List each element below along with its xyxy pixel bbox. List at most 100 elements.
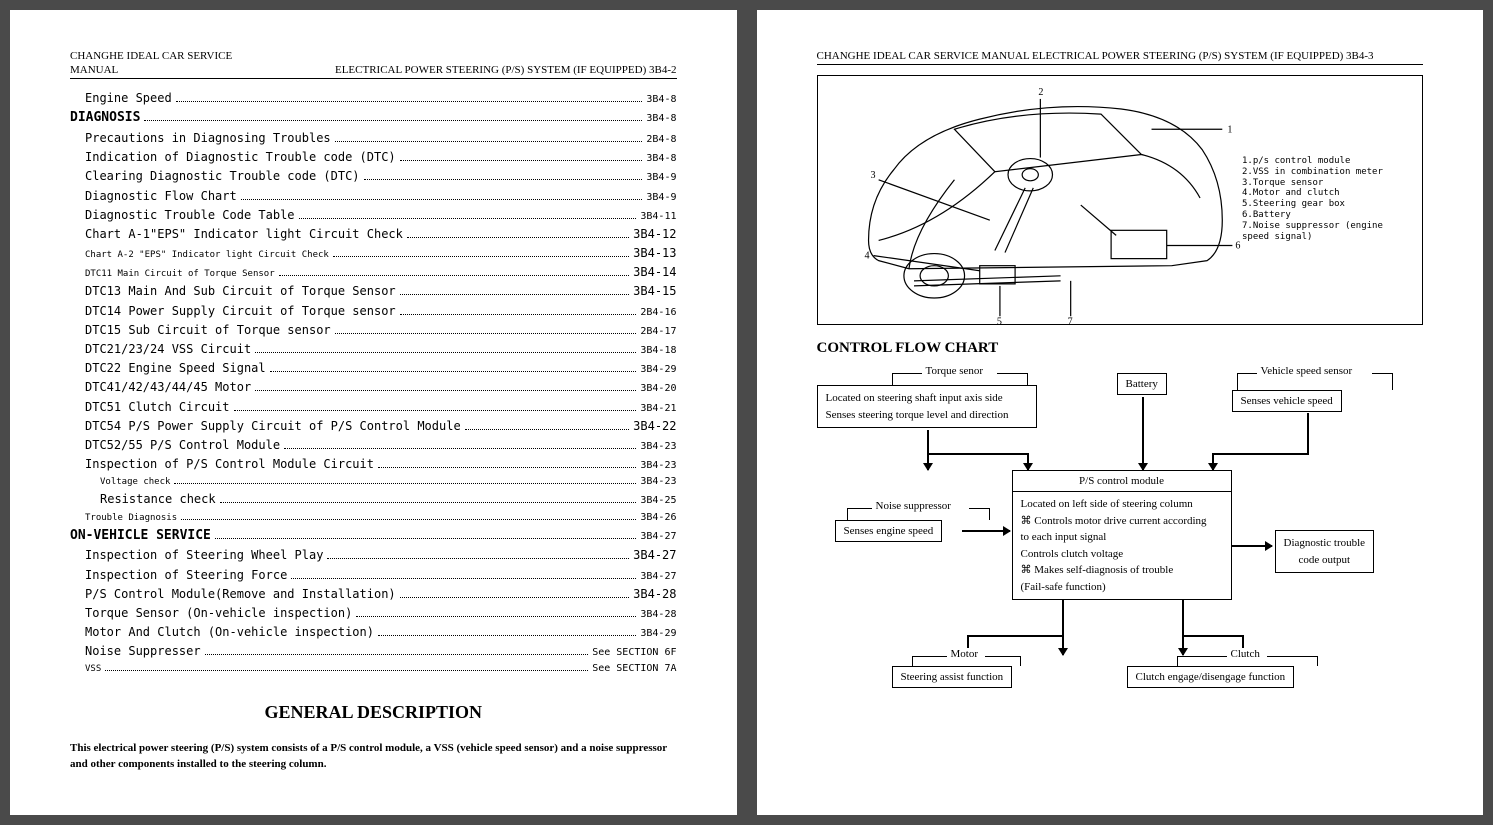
clutch-label: Clutch bbox=[1227, 648, 1264, 660]
toc-entry: DTC54 P/S Power Supply Circuit of P/S Co… bbox=[70, 417, 677, 436]
svg-text:6: 6 bbox=[1235, 241, 1240, 252]
vss-box: Senses vehicle speed bbox=[1232, 390, 1342, 412]
car-diagram: 1 2 3 4 5 6 7 1.p/s control module2.VSS … bbox=[817, 75, 1424, 325]
svg-text:3: 3 bbox=[870, 170, 875, 181]
table-of-contents: Engine Speed3B4-8DIAGNOSIS3B4-8Precautio… bbox=[70, 89, 677, 677]
toc-label: Torque Sensor (On-vehicle inspection) bbox=[85, 604, 352, 623]
toc-page-ref: 3B4-15 bbox=[633, 282, 676, 301]
dtc-output-box: Diagnostic troublecode output bbox=[1275, 530, 1375, 573]
svg-text:2: 2 bbox=[1038, 87, 1043, 98]
toc-page-ref: 3B4-26 bbox=[640, 510, 676, 526]
toc-label: DTC11 Main Circuit of Torque Sensor bbox=[85, 267, 275, 281]
toc-label: Clearing Diagnostic Trouble code (DTC) bbox=[85, 167, 360, 186]
toc-label: Indication of Diagnostic Trouble code (D… bbox=[85, 148, 396, 167]
noise-suppressor-label: Noise suppressor bbox=[872, 500, 955, 512]
toc-entry: DTC15 Sub Circuit of Torque sensor2B4-17 bbox=[70, 321, 677, 340]
toc-label: Inspection of Steering Wheel Play bbox=[85, 546, 323, 565]
toc-page-ref: 3B4-29 bbox=[640, 362, 676, 378]
toc-page-ref: 3B4-9 bbox=[646, 170, 676, 186]
svg-text:4: 4 bbox=[864, 251, 869, 262]
toc-entry: ON-VEHICLE SERVICE 3B4-27 bbox=[70, 526, 677, 547]
toc-label: DTC54 P/S Power Supply Circuit of P/S Co… bbox=[85, 417, 461, 436]
toc-page-ref: 2B4-8 bbox=[646, 132, 676, 148]
toc-entry: Motor And Clutch (On-vehicle inspection)… bbox=[70, 623, 677, 642]
toc-entry: DTC11 Main Circuit of Torque Sensor3B4-1… bbox=[70, 263, 677, 282]
page-right: CHANGHE IDEAL CAR SERVICE MANUAL ELECTRI… bbox=[757, 10, 1484, 815]
svg-text:1: 1 bbox=[1227, 124, 1232, 135]
toc-page-ref: 3B4-21 bbox=[640, 401, 676, 417]
toc-label: Diagnostic Trouble Code Table bbox=[85, 206, 295, 225]
torque-sensor-label: Torque senor bbox=[922, 365, 988, 377]
legend-item: 4.Motor and clutch bbox=[1242, 188, 1412, 199]
toc-label: ON-VEHICLE SERVICE bbox=[70, 526, 211, 547]
header-manual-line1: CHANGHE IDEAL CAR SERVICE bbox=[70, 50, 677, 62]
toc-entry: DTC13 Main And Sub Circuit of Torque Sen… bbox=[70, 282, 677, 301]
toc-page-ref: 3B4-28 bbox=[633, 585, 676, 604]
toc-page-ref: 3B4-9 bbox=[646, 190, 676, 206]
header-row: MANUAL ELECTRICAL POWER STEERING (P/S) S… bbox=[70, 64, 677, 79]
header-section-title: ELECTRICAL POWER STEERING (P/S) SYSTEM (… bbox=[335, 64, 677, 76]
diagram-legend: 1.p/s control module2.VSS in combination… bbox=[1242, 76, 1422, 324]
toc-page-ref: 3B4-29 bbox=[640, 626, 676, 642]
toc-entry: DTC52/55 P/S Control Module3B4-23 bbox=[70, 436, 677, 455]
toc-entry: DTC51 Clutch Circuit3B4-21 bbox=[70, 398, 677, 417]
toc-label: DTC21/23/24 VSS Circuit bbox=[85, 340, 251, 359]
battery-box: Battery bbox=[1117, 373, 1167, 395]
toc-label: Resistance check bbox=[100, 490, 216, 509]
toc-entry: Precautions in Diagnosing Troubles2B4-8 bbox=[70, 129, 677, 148]
general-description-title: GENERAL DESCRIPTION bbox=[70, 702, 677, 723]
toc-label: DTC41/42/43/44/45 Motor bbox=[85, 378, 251, 397]
toc-page-ref: See SECTION 6F bbox=[592, 645, 676, 661]
toc-entry: Inspection of P/S Control Module Circuit… bbox=[70, 455, 677, 474]
toc-label: Engine Speed bbox=[85, 89, 172, 108]
toc-entry: Diagnostic Trouble Code Table3B4-11 bbox=[70, 206, 677, 225]
toc-entry: Resistance check3B4-25 bbox=[70, 490, 677, 509]
toc-page-ref: 3B4-27 bbox=[640, 529, 676, 545]
toc-label: DTC22 Engine Speed Signal bbox=[85, 359, 266, 378]
toc-page-ref: 3B4-8 bbox=[646, 92, 676, 108]
ps-module-title: P/S control module bbox=[1012, 470, 1232, 491]
toc-entry: Trouble Diagnosis 3B4-26 bbox=[70, 510, 677, 526]
svg-text:7: 7 bbox=[1067, 316, 1072, 324]
toc-entry: DTC41/42/43/44/45 Motor 3B4-20 bbox=[70, 378, 677, 397]
toc-entry: DIAGNOSIS3B4-8 bbox=[70, 108, 677, 129]
header-section-title-right: CHANGHE IDEAL CAR SERVICE MANUAL ELECTRI… bbox=[817, 50, 1424, 65]
toc-page-ref: 3B4-28 bbox=[640, 607, 676, 623]
noise-suppressor-box: Senses engine speed bbox=[835, 520, 943, 542]
toc-label: Chart A-1"EPS" Indicator light Circuit C… bbox=[85, 225, 403, 244]
toc-page-ref: See SECTION 7A bbox=[592, 661, 676, 677]
toc-entry: VSS See SECTION 7A bbox=[70, 661, 677, 677]
toc-label: Voltage check bbox=[100, 475, 170, 489]
toc-entry: Chart A-1"EPS" Indicator light Circuit C… bbox=[70, 225, 677, 244]
legend-item: 3.Torque sensor bbox=[1242, 178, 1412, 189]
toc-entry: Torque Sensor (On-vehicle inspection) 3B4… bbox=[70, 604, 677, 623]
toc-label: DTC52/55 P/S Control Module bbox=[85, 436, 280, 455]
toc-page-ref: 3B4-20 bbox=[640, 381, 676, 397]
toc-page-ref: 3B4-23 bbox=[640, 458, 676, 474]
motor-box: Steering assist function bbox=[892, 666, 1013, 688]
legend-item: 6.Battery bbox=[1242, 210, 1412, 221]
toc-entry: Chart A-2 "EPS" Indicator light Circuit … bbox=[70, 244, 677, 263]
toc-entry: DTC21/23/24 VSS Circuit3B4-18 bbox=[70, 340, 677, 359]
control-flow-chart-title: CONTROL FLOW CHART bbox=[817, 340, 1424, 357]
toc-entry: Engine Speed 3B4-8 bbox=[70, 89, 677, 108]
toc-label: Trouble Diagnosis bbox=[85, 511, 177, 525]
toc-entry: Diagnostic Flow Chart3B4-9 bbox=[70, 187, 677, 206]
clutch-box: Clutch engage/disengage function bbox=[1127, 666, 1295, 688]
toc-label: DTC14 Power Supply Circuit of Torque sen… bbox=[85, 302, 396, 321]
toc-label: Noise Suppresser bbox=[85, 642, 201, 661]
toc-entry: Clearing Diagnostic Trouble code (DTC) 3B… bbox=[70, 167, 677, 186]
toc-label: DTC15 Sub Circuit of Torque sensor bbox=[85, 321, 331, 340]
svg-text:5: 5 bbox=[996, 316, 1001, 324]
toc-label: P/S Control Module(Remove and Installati… bbox=[85, 585, 396, 604]
toc-entry: DTC22 Engine Speed Signal 3B4-29 bbox=[70, 359, 677, 378]
car-illustration: 1 2 3 4 5 6 7 bbox=[818, 76, 1243, 324]
toc-page-ref: 3B4-8 bbox=[646, 151, 676, 167]
toc-entry: Voltage check3B4-23 bbox=[70, 474, 677, 490]
page-left: CHANGHE IDEAL CAR SERVICE MANUAL ELECTRI… bbox=[10, 10, 737, 815]
legend-item: 1.p/s control module bbox=[1242, 156, 1412, 167]
general-description-text: This electrical power steering (P/S) sys… bbox=[70, 741, 677, 772]
toc-page-ref: 3B4-8 bbox=[646, 111, 676, 127]
toc-label: VSS bbox=[85, 662, 101, 676]
torque-sensor-box: Located on steering shaft input axis sid… bbox=[817, 385, 1037, 428]
